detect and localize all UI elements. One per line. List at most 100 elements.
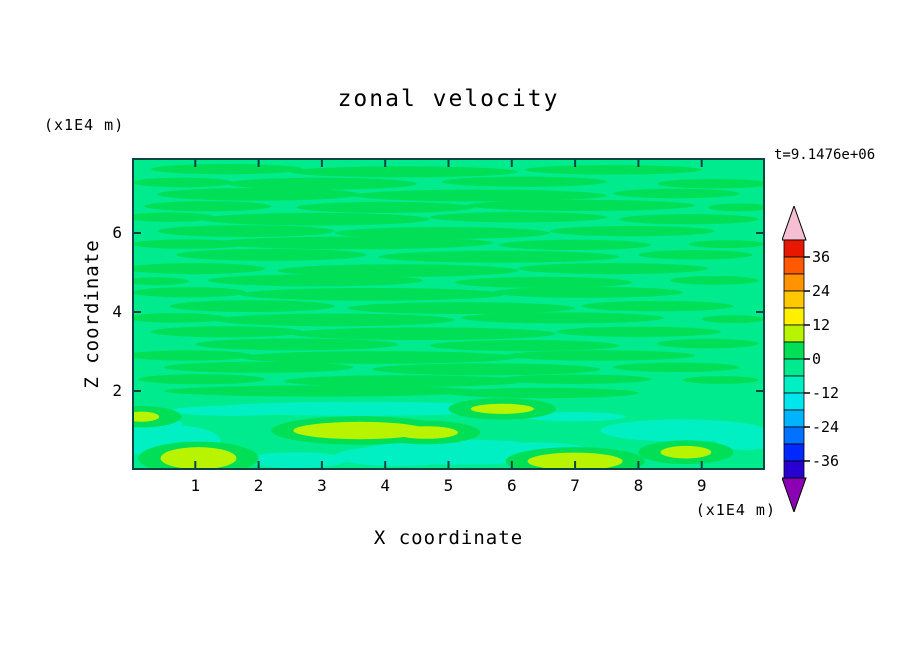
contour-region <box>296 201 474 213</box>
contour-region <box>239 351 519 364</box>
x-axis-tick-label: 4 <box>380 476 390 495</box>
contour-region <box>293 421 427 440</box>
contour-region <box>581 301 734 312</box>
contour-region <box>277 264 519 277</box>
y-axis-unit-label: (x1E4 m) <box>44 116 125 134</box>
contour-region <box>132 287 246 298</box>
contour-region <box>660 445 712 459</box>
contour-region <box>378 250 620 263</box>
contour-region <box>283 375 525 387</box>
colorbar-band <box>783 443 805 462</box>
contour-region <box>448 387 639 399</box>
contour-region <box>470 403 534 414</box>
contour-region <box>334 446 462 467</box>
contour-region <box>442 176 607 187</box>
x-axis-title: X coordinate <box>373 527 524 549</box>
contour-region <box>505 350 696 361</box>
contour-region <box>334 227 550 239</box>
contour-region <box>394 426 458 439</box>
contour-region <box>132 263 265 275</box>
colorbar-tick-label: 36 <box>812 248 831 266</box>
contour-region <box>347 302 576 314</box>
contour-region <box>290 327 557 340</box>
x-axis-tick-label: 8 <box>633 476 644 495</box>
contour-region <box>708 203 765 212</box>
colorbar-tick-label: -24 <box>812 418 840 436</box>
contour-region <box>170 405 297 416</box>
contour-region <box>657 179 765 189</box>
contour-region <box>195 338 398 351</box>
colorbar-tick-label: 12 <box>812 316 831 334</box>
contour-region <box>619 214 759 225</box>
contour-region <box>157 225 335 237</box>
colorbar-tick-label: 24 <box>812 282 831 300</box>
colorbar-over-arrow <box>782 206 807 241</box>
colorbar-band <box>783 273 805 292</box>
colorbar-tick-label: 0 <box>812 350 822 368</box>
contour-region <box>227 177 417 190</box>
y-axis-tick-label: 4 <box>112 302 122 322</box>
contour-region <box>353 189 607 202</box>
contour-region <box>150 326 303 338</box>
contour-region <box>429 212 607 223</box>
time-annotation: t=9.1476e+06 <box>774 147 876 163</box>
contour-region <box>132 277 189 286</box>
colorbar-tick-label: -36 <box>812 452 840 470</box>
contour-region <box>132 212 215 222</box>
contour-region <box>239 288 506 301</box>
contour-region <box>160 447 237 470</box>
colorbar-band <box>783 409 805 428</box>
contour-region <box>170 300 335 312</box>
contour-region <box>246 452 348 468</box>
colorbar-band <box>783 426 805 445</box>
x-axis-tick-label: 1 <box>190 476 201 495</box>
colorbar-under-arrow <box>782 477 807 512</box>
contour-region <box>132 177 234 188</box>
contour-region <box>524 165 702 175</box>
colorbar-band <box>783 290 805 309</box>
contour-region <box>670 276 759 285</box>
contour-region <box>176 248 367 261</box>
contour-region <box>701 315 765 323</box>
x-axis-tick-label: 9 <box>696 476 707 495</box>
contour-region <box>429 340 620 352</box>
contour-region <box>556 326 721 337</box>
contour-region <box>454 276 632 288</box>
contour-region <box>524 412 626 422</box>
contour-region <box>499 374 652 384</box>
colorbar-band <box>783 256 805 275</box>
contour-region <box>689 240 765 248</box>
contour-region <box>132 313 227 323</box>
contour-region <box>208 274 424 287</box>
colorbar-tick-label: -12 <box>812 384 840 402</box>
contour-region <box>518 263 708 275</box>
contour-region <box>682 376 759 384</box>
colorbar-band <box>783 341 805 360</box>
contour-region <box>613 362 740 372</box>
x-axis-tick-label: 2 <box>253 476 264 495</box>
contour-region <box>144 201 272 212</box>
contour-region <box>201 212 430 226</box>
contour-region <box>214 313 455 327</box>
colorbar-band <box>783 307 805 326</box>
contour-region <box>157 188 360 201</box>
contour-region <box>372 363 601 376</box>
contour-region <box>467 199 696 211</box>
contour-region <box>163 385 481 397</box>
contour-region <box>163 361 354 373</box>
contour-region <box>461 312 664 324</box>
x-axis-tick-label: 5 <box>443 476 454 495</box>
contour-region <box>132 411 160 422</box>
contour-region <box>150 164 303 175</box>
colorbar <box>782 206 810 512</box>
contour-region <box>613 188 740 199</box>
contour-region <box>132 350 253 361</box>
colorbar-band <box>783 239 805 258</box>
chart-title: zonal velocity <box>337 86 560 112</box>
y-axis-tick-label: 2 <box>112 381 122 400</box>
contour-region <box>657 338 759 349</box>
contour-plot-area <box>132 158 765 470</box>
colorbar-band <box>783 358 805 377</box>
x-axis-tick-label: 7 <box>570 476 580 495</box>
